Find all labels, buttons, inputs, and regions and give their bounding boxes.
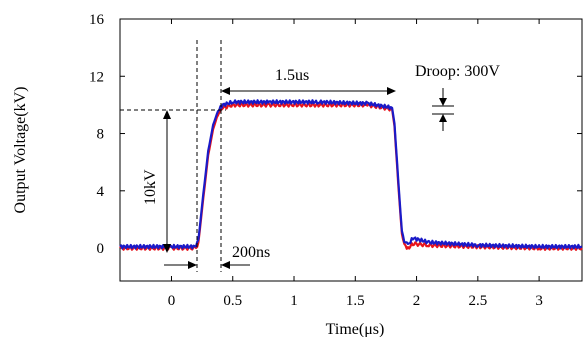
- droop-annotation: Droop: 300V: [415, 63, 500, 80]
- x-tick-labels: 0 0.5 1 1.5 2 2.5 3: [168, 293, 543, 309]
- y-tick-label: 16: [89, 12, 105, 28]
- axis-ticks: [120, 18, 582, 281]
- y-tick-label: 8: [97, 127, 105, 143]
- x-tick-label: 0: [168, 293, 176, 309]
- amplitude-annotation: 10kV: [142, 169, 159, 205]
- series-line: [119, 102, 583, 251]
- rise-arrowhead-left: [188, 261, 197, 269]
- x-axis-title: Time(μs): [326, 321, 385, 337]
- x-tick-label: 2: [413, 293, 421, 309]
- droop-arrowhead-bottom: [439, 114, 447, 122]
- arrowheads: [163, 87, 447, 269]
- y-tick-label: 12: [89, 69, 104, 85]
- x-tick-label: 3: [535, 293, 543, 309]
- y-tick-labels: 0 4 8 12 16: [89, 12, 105, 257]
- rise-arrowhead-right: [221, 261, 230, 269]
- width-arrowhead-left: [221, 87, 230, 95]
- series-lines: [119, 99, 583, 251]
- rise-annotation: 200ns: [232, 244, 270, 261]
- x-tick-label: 1.5: [346, 293, 365, 309]
- x-tick-label: 0.5: [223, 293, 242, 309]
- y-tick-label: 4: [97, 184, 105, 200]
- plot-frame: [119, 18, 583, 282]
- y-tick-label: 0: [97, 241, 105, 257]
- amplitude-arrowhead-bottom: [163, 244, 171, 253]
- y-axis-title: Output Voltage(kV): [12, 87, 29, 214]
- series-line: [119, 99, 583, 250]
- width-annotation: 1.5us: [275, 67, 309, 84]
- x-tick-label: 1: [290, 293, 298, 309]
- droop-arrowhead-top: [439, 98, 447, 106]
- x-tick-label: 2.5: [468, 293, 487, 309]
- width-arrowhead-right: [387, 87, 396, 95]
- amplitude-arrowhead-top: [163, 110, 171, 119]
